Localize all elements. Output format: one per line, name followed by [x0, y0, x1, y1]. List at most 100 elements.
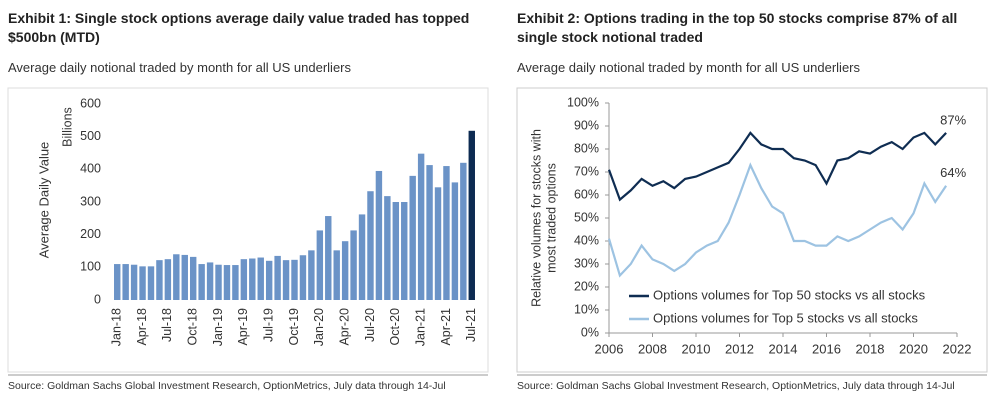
bar	[299, 255, 307, 300]
y-tick-label: 0	[94, 292, 101, 306]
x-tick-label: Jan-21	[413, 308, 427, 346]
end-label: 87%	[940, 112, 966, 127]
bar	[232, 265, 239, 300]
y-axis-unit: Billions	[60, 107, 74, 147]
x-tick-label: 2018	[856, 341, 885, 356]
bar	[147, 266, 155, 300]
bar	[434, 187, 442, 300]
y-tick-label: 300	[80, 194, 101, 208]
bar	[409, 175, 416, 300]
x-tick-label: 2016	[812, 341, 841, 356]
bar	[350, 230, 357, 300]
bar	[451, 182, 459, 300]
bar	[206, 262, 214, 300]
x-tick-label: Apr-20	[337, 308, 351, 346]
x-tick-label: Apr-21	[439, 308, 453, 346]
x-tick-label: Jan-20	[312, 308, 326, 346]
x-tick-label: Jan-18	[110, 308, 124, 346]
y-tick-label: 50%	[574, 210, 599, 224]
bar	[181, 254, 188, 300]
bar	[223, 265, 231, 300]
bar	[282, 260, 290, 300]
chart-subtitle: Average daily notional traded by month f…	[517, 60, 861, 75]
y-tick-label: 60%	[574, 187, 599, 201]
legend-box	[623, 286, 943, 330]
y-tick-label: 100	[80, 260, 101, 274]
x-tick-label: 2022	[943, 341, 972, 356]
x-tick-label: 2012	[725, 341, 754, 356]
x-tick-label: Oct-20	[388, 308, 402, 346]
source-note: Source: Goldman Sachs Global Investment …	[8, 380, 446, 392]
bar	[173, 254, 180, 300]
bar	[384, 196, 391, 300]
y-tick-label: 10%	[574, 302, 599, 316]
bar	[257, 257, 264, 300]
end-label: 64%	[940, 165, 966, 180]
bar	[468, 130, 475, 300]
bar	[274, 255, 281, 300]
x-tick-label: Apr-18	[135, 308, 149, 346]
bar	[198, 264, 205, 300]
y-tick-label: 400	[80, 162, 101, 176]
bar	[122, 264, 129, 300]
bar	[308, 250, 315, 300]
x-tick-label: Jul-18	[160, 308, 174, 342]
bar	[417, 153, 425, 300]
series-line	[607, 162, 948, 278]
chart-title: Exhibit 1: Single stock options average …	[8, 10, 470, 45]
bar	[130, 264, 138, 300]
bar	[156, 260, 163, 300]
y-tick-label: 500	[80, 129, 101, 143]
bar	[401, 202, 408, 300]
bar	[164, 259, 172, 300]
y-tick-label: 40%	[574, 233, 599, 247]
x-tick-label: Jul-21	[464, 308, 478, 342]
y-tick-label: 90%	[574, 118, 599, 132]
x-tick-label: 2020	[899, 341, 928, 356]
bar	[426, 165, 433, 300]
x-tick-label: Oct-18	[185, 308, 199, 346]
bar	[460, 162, 467, 300]
bar	[139, 266, 146, 300]
x-tick-label: 2014	[769, 341, 798, 356]
bar	[333, 250, 340, 300]
y-tick-label: 0%	[581, 325, 599, 339]
x-tick-label: Oct-19	[287, 308, 301, 346]
x-tick-label: 2010	[682, 341, 711, 356]
bar	[443, 166, 450, 300]
chart-subtitle: Average daily notional traded by month f…	[8, 60, 352, 75]
bar	[392, 202, 400, 300]
bar	[325, 216, 332, 300]
y-tick-label: 30%	[574, 256, 599, 270]
bar	[215, 264, 222, 300]
chart-title: Exhibit 2: Options trading in the top 50…	[517, 10, 958, 45]
bar	[249, 258, 256, 300]
panel-frame	[7, 87, 489, 373]
bar	[240, 259, 248, 300]
y-tick-label: 20%	[574, 279, 599, 293]
x-tick-label: Jan-19	[211, 308, 225, 346]
series-line	[607, 131, 947, 202]
bar	[358, 214, 366, 300]
bar	[265, 260, 273, 300]
bar	[114, 264, 121, 300]
legend-label: Options volumes for Top 5 stocks vs all …	[653, 310, 918, 325]
x-tick-label: 2008	[638, 341, 667, 356]
x-tick-label: Apr-19	[236, 308, 250, 346]
y-axis-label: most traded options	[544, 163, 558, 273]
legend-label: Options volumes for Top 50 stocks vs all…	[653, 287, 926, 302]
bar	[291, 259, 298, 300]
y-axis-label: Average Daily Value	[36, 142, 51, 259]
bar	[341, 241, 349, 300]
y-tick-label: 80%	[574, 141, 599, 155]
source-note: Source: Goldman Sachs Global Investment …	[517, 380, 955, 392]
bar	[367, 191, 374, 300]
y-tick-label: 200	[80, 227, 101, 241]
y-tick-label: 70%	[574, 164, 599, 178]
bar	[375, 170, 383, 300]
panel-frame	[516, 87, 988, 373]
y-tick-label: 100%	[567, 95, 599, 109]
y-tick-label: 600	[80, 96, 101, 110]
